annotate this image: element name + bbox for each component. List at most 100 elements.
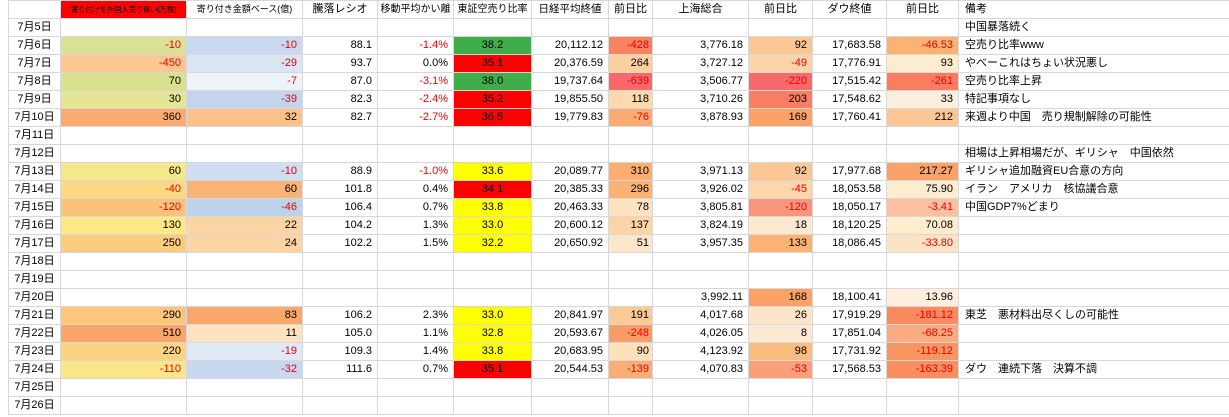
cell-dow_chg[interactable]: 93 (886, 54, 959, 73)
cell-remark[interactable]: やべーこれはちょい状況悪し (958, 54, 1229, 73)
cell-nikkei_chg[interactable]: -76 (608, 108, 653, 127)
cell-amount[interactable] (186, 18, 303, 37)
cell-ratio[interactable]: 82.3 (302, 90, 378, 109)
cell-dow_chg[interactable]: -46.53 (886, 36, 959, 55)
cell-nikkei_chg[interactable]: 118 (608, 90, 653, 109)
cell-nikkei_chg[interactable]: 191 (608, 306, 653, 325)
cell-ratio[interactable]: 106.4 (302, 198, 378, 217)
cell-nikkei_chg[interactable] (608, 252, 653, 271)
cell-remark[interactable]: 東芝 悪材料出尽くしの可能性 (958, 306, 1229, 325)
cell-shanghai[interactable]: 3,878.93 (652, 108, 749, 127)
column-header-dow_chg[interactable]: 前日比 (886, 0, 959, 19)
cell-ma[interactable] (377, 288, 454, 307)
cell-ma[interactable]: 2.3% (377, 306, 454, 325)
cell-foreign[interactable]: 220 (60, 342, 187, 361)
cell-remark[interactable] (958, 288, 1229, 307)
cell-ratio[interactable] (302, 378, 378, 397)
column-header-shanghai_chg[interactable]: 前日比 (748, 0, 813, 19)
cell-dow_chg[interactable]: -3.41 (886, 198, 959, 217)
cell-foreign[interactable] (60, 378, 187, 397)
cell-nikkei_chg[interactable] (608, 144, 653, 163)
cell-shanghai_chg[interactable] (748, 18, 813, 37)
cell-shanghai[interactable]: 3,506.77 (652, 72, 749, 91)
cell-amount[interactable]: -39 (186, 90, 303, 109)
cell-dow_chg[interactable]: 13.96 (886, 288, 959, 307)
cell-shanghai[interactable]: 3,710.26 (652, 90, 749, 109)
cell-ratio[interactable] (302, 18, 378, 37)
cell-remark[interactable]: ギリシャ追加融資EU合意の方向 (958, 162, 1229, 181)
cell-short[interactable] (453, 396, 532, 415)
cell-foreign[interactable] (60, 18, 187, 37)
date-cell[interactable]: 7月5日 (8, 18, 61, 37)
cell-foreign[interactable]: -120 (60, 198, 187, 217)
cell-dow_chg[interactable] (886, 270, 959, 289)
cell-foreign[interactable]: 130 (60, 216, 187, 235)
cell-dow[interactable]: 17,683.58 (812, 36, 887, 55)
cell-dow_chg[interactable]: 75.90 (886, 180, 959, 199)
cell-dow[interactable] (812, 378, 887, 397)
date-cell[interactable]: 7月8日 (8, 72, 61, 91)
cell-nikkei_chg[interactable] (608, 396, 653, 415)
cell-dow[interactable] (812, 270, 887, 289)
cell-ratio[interactable]: 109.3 (302, 342, 378, 361)
cell-amount[interactable] (186, 270, 303, 289)
cell-short[interactable]: 36.5 (453, 108, 532, 127)
cell-short[interactable]: 34.1 (453, 180, 532, 199)
cell-ratio[interactable] (302, 144, 378, 163)
cell-dow[interactable] (812, 18, 887, 37)
cell-ratio[interactable] (302, 396, 378, 415)
cell-nikkei_chg[interactable]: 78 (608, 198, 653, 217)
cell-shanghai[interactable] (652, 270, 749, 289)
cell-nikkei_chg[interactable]: 90 (608, 342, 653, 361)
cell-foreign[interactable] (60, 396, 187, 415)
cell-shanghai_chg[interactable]: -45 (748, 180, 813, 199)
column-header-amount[interactable]: 寄り付き金額ベース(億) (186, 0, 303, 19)
cell-dow[interactable]: 18,086.45 (812, 234, 887, 253)
cell-dow_chg[interactable]: -33.80 (886, 234, 959, 253)
cell-dow_chg[interactable] (886, 378, 959, 397)
cell-ratio[interactable]: 93.7 (302, 54, 378, 73)
cell-ratio[interactable]: 82.7 (302, 108, 378, 127)
cell-shanghai[interactable]: 3,776.18 (652, 36, 749, 55)
date-cell[interactable]: 7月15日 (8, 198, 61, 217)
cell-foreign[interactable]: -10 (60, 36, 187, 55)
cell-ratio[interactable]: 101.8 (302, 180, 378, 199)
cell-ratio[interactable]: 105.0 (302, 324, 378, 343)
cell-ma[interactable]: 1.5% (377, 234, 454, 253)
cell-shanghai_chg[interactable]: 92 (748, 162, 813, 181)
cell-shanghai[interactable]: 3,971.13 (652, 162, 749, 181)
cell-nikkei[interactable]: 20,600.12 (531, 216, 609, 235)
cell-dow[interactable]: 18,050.17 (812, 198, 887, 217)
cell-short[interactable]: 33.6 (453, 162, 532, 181)
cell-remark[interactable]: 空売り比率www (958, 36, 1229, 55)
date-cell[interactable]: 7月13日 (8, 162, 61, 181)
cell-amount[interactable]: -10 (186, 162, 303, 181)
cell-short[interactable] (453, 144, 532, 163)
date-cell[interactable]: 7月11日 (8, 126, 61, 145)
cell-amount[interactable] (186, 378, 303, 397)
cell-remark[interactable] (958, 216, 1229, 235)
cell-amount[interactable] (186, 288, 303, 307)
cell-dow[interactable]: 17,731.92 (812, 342, 887, 361)
column-header-remark[interactable]: 備考 (958, 0, 1229, 19)
cell-ratio[interactable] (302, 126, 378, 145)
cell-shanghai_chg[interactable]: 168 (748, 288, 813, 307)
cell-short[interactable]: 35.2 (453, 90, 532, 109)
cell-amount[interactable] (186, 126, 303, 145)
cell-dow_chg[interactable]: 70.08 (886, 216, 959, 235)
cell-dow[interactable] (812, 144, 887, 163)
cell-shanghai[interactable] (652, 126, 749, 145)
cell-short[interactable]: 35.1 (453, 360, 532, 379)
cell-nikkei[interactable]: 20,385.33 (531, 180, 609, 199)
date-cell[interactable]: 7月6日 (8, 36, 61, 55)
cell-ma[interactable]: 0.7% (377, 360, 454, 379)
cell-amount[interactable]: -10 (186, 36, 303, 55)
date-cell[interactable]: 7月20日 (8, 288, 61, 307)
cell-foreign[interactable]: 70 (60, 72, 187, 91)
cell-dow_chg[interactable] (886, 396, 959, 415)
cell-short[interactable]: 38.0 (453, 72, 532, 91)
cell-remark[interactable] (958, 234, 1229, 253)
cell-shanghai[interactable]: 3,727.12 (652, 54, 749, 73)
cell-nikkei_chg[interactable] (608, 126, 653, 145)
cell-nikkei_chg[interactable]: -639 (608, 72, 653, 91)
